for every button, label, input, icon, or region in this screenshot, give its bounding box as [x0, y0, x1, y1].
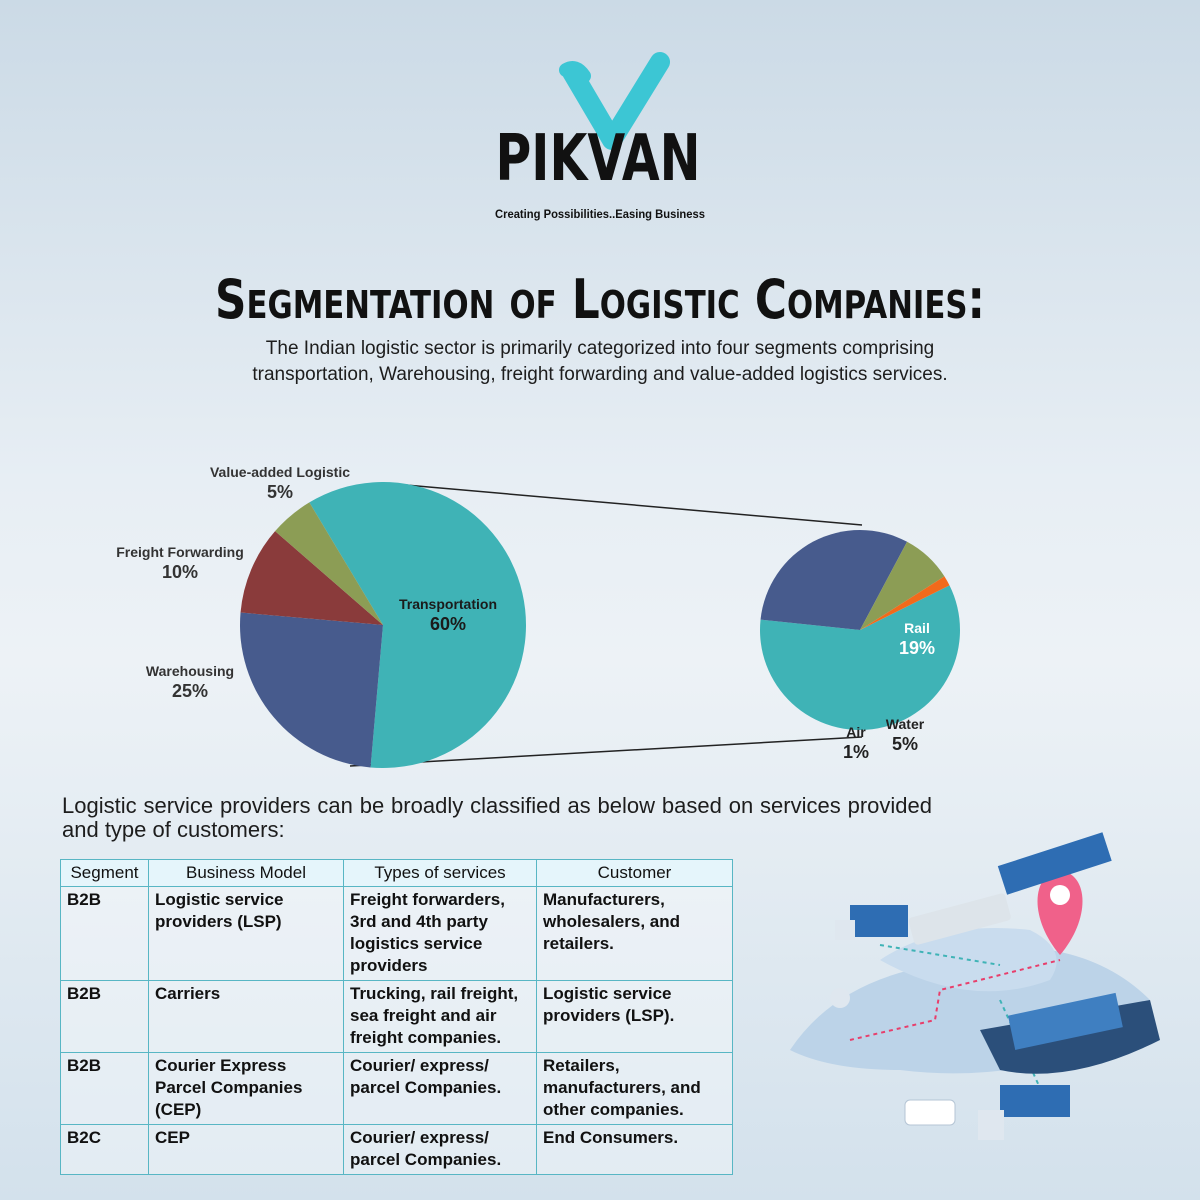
connector-line: [382, 482, 863, 526]
table-cell: Carriers: [148, 980, 344, 1053]
slice-label: Warehousing: [146, 663, 234, 679]
truck-cab: [978, 1110, 1004, 1140]
connector-line: [349, 736, 863, 767]
page-title: Segmentation of Logistic Companies:: [215, 268, 985, 331]
pie-slice: [760, 585, 960, 730]
table-cell: Retailers, manufacturers, and other comp…: [536, 1052, 733, 1125]
table-row: B2B Logistic service providers (LSP) Freig…: [60, 886, 733, 981]
table-cell: Freight forwarders, 3rd and 4th party lo…: [343, 886, 537, 981]
table-cell: End Consumers.: [536, 1124, 733, 1175]
pie-slice: [275, 502, 383, 625]
slice-value-label: 60%: [430, 614, 466, 634]
train: [908, 893, 1011, 945]
logo-tagline: Creating Possibilities..Easing Business: [495, 207, 705, 221]
header-cell: Types of services: [343, 859, 537, 887]
slice-value-label: 5%: [267, 482, 293, 502]
table-row: B2B Carriers Trucking, rail freight, sea f…: [60, 980, 733, 1053]
intro-text: The Indian logistic sector is primarily …: [252, 338, 948, 385]
table-row: B2B Courier Express Parcel Companies (CEP…: [60, 1052, 733, 1125]
scooter: [830, 988, 850, 1008]
pin-hole: [1050, 885, 1070, 905]
header-cell: Segment: [60, 859, 149, 887]
table-cell: B2B: [60, 980, 149, 1053]
logo-text: PIKVAN: [496, 122, 701, 196]
header-cell: Business Model: [148, 859, 344, 887]
logo-mark: [562, 52, 670, 150]
pie-slice: [239, 612, 383, 768]
table-cell: Trucking, rail freight, sea freight and …: [343, 980, 537, 1053]
logo-mark-tip: [559, 61, 591, 83]
table-cell: CEP: [148, 1124, 344, 1175]
slice-value-label: 5%: [892, 734, 918, 754]
table-cell: Manufacturers, wholesalers, and retailer…: [536, 886, 733, 981]
table-cell: B2B: [60, 886, 149, 981]
table-cell: Logistic service providers (LSP): [148, 886, 344, 981]
table-row: B2C CEP Courier/ express/ parcel Companies…: [60, 1124, 733, 1175]
slice-label: Value-added Logistic: [210, 464, 350, 480]
pie-slice: [860, 541, 945, 630]
truck: [850, 905, 908, 937]
location-pin: [1037, 870, 1083, 955]
table-cell: Logistic service providers (LSP).: [536, 980, 733, 1053]
slice-label: Transportation: [399, 596, 497, 612]
slice-value-label: 19%: [899, 638, 935, 658]
slice-label: Rail: [904, 620, 930, 636]
truck-cab: [835, 920, 855, 940]
slice-value-label: 1%: [843, 742, 869, 762]
pie-slice: [860, 576, 950, 630]
route: [849, 959, 1061, 1041]
illustration: [790, 832, 1160, 1140]
slice-label: Freight Forwarding: [116, 544, 244, 560]
slice-label: Water: [886, 716, 925, 732]
table-cell: Courier Express Parcel Companies (CEP): [148, 1052, 344, 1125]
van: [904, 1099, 956, 1126]
classification-text: Logistic service providers can be broadl…: [62, 793, 932, 842]
pie-slice: [309, 482, 526, 769]
classification-table: Segment Business Model Types of services Cu…: [60, 859, 733, 1175]
containers: [1007, 992, 1123, 1050]
table-cell: B2B: [60, 1052, 149, 1125]
train: [997, 832, 1112, 895]
table-cell: B2C: [60, 1124, 149, 1175]
pie-slice: [240, 531, 383, 625]
table-cell: Courier/ express/ parcel Companies.: [343, 1052, 537, 1125]
truck: [1000, 1085, 1070, 1117]
table-cell: Courier/ express/ parcel Companies.: [343, 1124, 537, 1175]
pie-slice: [760, 530, 908, 630]
table-header-row: Segment Business Model Types of services Cu…: [60, 859, 733, 887]
slice-value-label: 25%: [172, 681, 208, 701]
header-cell: Customer: [536, 859, 733, 887]
slice-value-label: 10%: [162, 562, 198, 582]
slice-label: Air: [846, 724, 866, 740]
